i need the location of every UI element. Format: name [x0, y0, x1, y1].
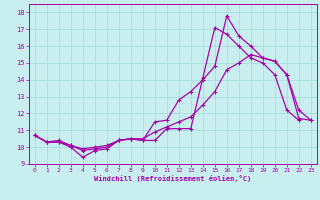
X-axis label: Windchill (Refroidissement éolien,°C): Windchill (Refroidissement éolien,°C): [94, 175, 252, 182]
